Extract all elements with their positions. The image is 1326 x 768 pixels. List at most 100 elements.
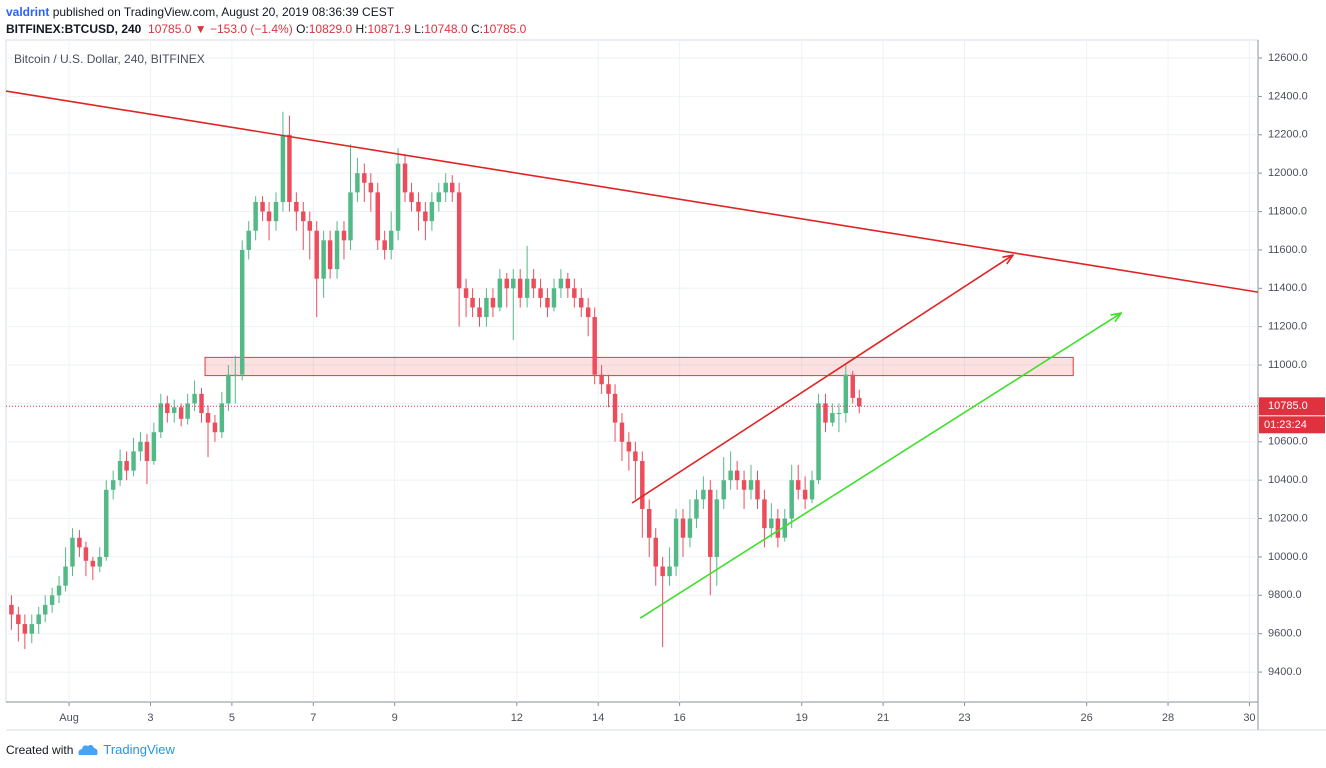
candle-body [741, 480, 747, 490]
candle-body [490, 297, 496, 308]
candle-body [789, 480, 794, 519]
symbol: BITFINEX:BTCUSD, 240 [6, 22, 142, 36]
candle-body [423, 211, 428, 222]
candle-body [857, 397, 862, 407]
candle-body [253, 201, 258, 231]
y-tick-label: 12400.0 [1268, 90, 1308, 102]
candle-body [626, 441, 632, 452]
candle-body [599, 374, 604, 385]
x-tick-label: 14 [592, 712, 604, 724]
x-tick-label: 16 [673, 712, 685, 724]
x-tick-label: 30 [1243, 712, 1255, 724]
last-price: 10785.0 [148, 22, 192, 36]
header: valdrint published on TradingView.com, A… [6, 4, 526, 38]
candle-body [565, 278, 571, 289]
trend-line [639, 313, 1121, 619]
candle-body [9, 604, 14, 615]
candle-body [497, 278, 503, 308]
candle-body [551, 288, 557, 308]
candle-body [273, 201, 279, 222]
candle-body [775, 518, 781, 538]
ohlc-value: 10785.0 [482, 22, 527, 36]
candle-body [504, 278, 510, 289]
candle-body [97, 556, 102, 567]
candle-body [449, 182, 455, 193]
candle-body [484, 297, 489, 318]
candle-body [226, 374, 231, 404]
candle-body [192, 393, 197, 404]
candle-body [63, 566, 68, 586]
candle-body [266, 211, 272, 222]
candle-body [517, 278, 523, 298]
candle-body [734, 470, 740, 481]
candle-body [531, 278, 536, 289]
candle-body [416, 201, 421, 212]
candle-body [436, 192, 442, 202]
candle-body [653, 537, 658, 567]
candle-body [158, 403, 164, 433]
x-tick-label: 5 [229, 712, 235, 724]
header-line-1: valdrint published on TradingView.com, A… [6, 4, 526, 21]
candle-body [619, 422, 625, 442]
candle-body [205, 413, 211, 423]
candle-body [660, 566, 665, 577]
candle-body [823, 403, 828, 423]
candle-body [246, 230, 251, 250]
candle-body [395, 163, 401, 231]
header-line-2: BITFINEX:BTCUSD, 240 10785.0 ▼ −153.0 (−… [6, 21, 526, 38]
candle-body [56, 585, 62, 596]
candle-body [362, 173, 367, 183]
candle-body [748, 480, 754, 490]
trend-line [5, 90, 1259, 293]
candle-body [321, 240, 326, 279]
candle-body [463, 288, 469, 298]
candle-body [585, 307, 591, 318]
candle-body [287, 134, 292, 202]
change-arrow: ▼ [194, 22, 207, 36]
candle-body [708, 489, 713, 557]
y-tick-label: 11000.0 [1268, 359, 1307, 371]
candle-body [816, 403, 821, 481]
candle-body [124, 460, 129, 471]
candle-body [83, 547, 89, 561]
y-tick-label: 12600.0 [1268, 52, 1308, 64]
x-tick-label: 9 [392, 712, 398, 724]
candle-body [477, 307, 482, 318]
candle-body [680, 518, 686, 538]
y-tick-label: 10200.0 [1268, 512, 1308, 524]
candle-body [538, 288, 543, 298]
x-tick-label: 7 [310, 712, 316, 724]
candle-body [355, 173, 360, 193]
published: published on TradingView.com, August 20,… [52, 5, 395, 19]
y-tick-label: 9400.0 [1268, 666, 1302, 678]
candle-body [233, 374, 238, 376]
candle-body [49, 595, 55, 605]
candle-body [456, 192, 462, 289]
trend-line [631, 255, 1013, 504]
y-tick-label: 12200.0 [1268, 129, 1308, 141]
candle-body [144, 441, 150, 461]
x-tick-label: 12 [511, 712, 523, 724]
candle-body [90, 560, 96, 567]
candle-body [368, 182, 374, 193]
candle-body [429, 201, 435, 222]
candle-body [592, 317, 597, 375]
candle-body [110, 480, 116, 490]
candle-body [694, 499, 699, 519]
candle-body [755, 480, 760, 500]
candle-body [178, 407, 184, 419]
countdown-box [1259, 416, 1325, 434]
candle-body [795, 480, 801, 490]
logo [78, 744, 98, 755]
ohlc-value: 10748.0 [424, 22, 468, 36]
y-tick-label: 10000.0 [1268, 551, 1308, 563]
candle-body [70, 537, 75, 567]
candle-body [701, 489, 706, 500]
candle-body [138, 441, 143, 452]
candle-body [511, 278, 516, 289]
x-tick-label: Aug [59, 712, 79, 724]
candle-body [673, 518, 679, 567]
ohlc-value: 10871.9 [367, 22, 411, 36]
candle-body [572, 288, 577, 298]
